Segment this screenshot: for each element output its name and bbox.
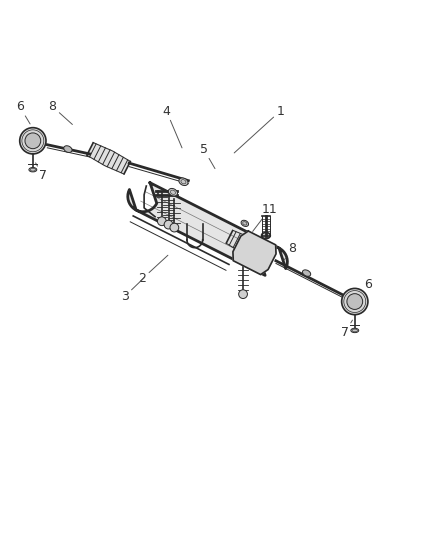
Ellipse shape	[168, 189, 177, 196]
Polygon shape	[226, 230, 276, 265]
Polygon shape	[233, 231, 276, 274]
Ellipse shape	[241, 220, 249, 227]
Circle shape	[164, 220, 173, 229]
Circle shape	[25, 133, 41, 149]
Circle shape	[170, 223, 179, 232]
Circle shape	[20, 128, 46, 154]
Ellipse shape	[261, 232, 270, 239]
Text: 11: 11	[253, 203, 277, 231]
Ellipse shape	[29, 167, 37, 172]
Ellipse shape	[351, 328, 359, 333]
Polygon shape	[128, 183, 287, 276]
Text: 7: 7	[341, 320, 353, 338]
Text: 8: 8	[284, 243, 297, 260]
Circle shape	[342, 288, 368, 314]
Polygon shape	[87, 143, 131, 174]
Text: 6: 6	[16, 100, 30, 124]
Ellipse shape	[64, 146, 72, 152]
Circle shape	[347, 294, 363, 310]
Circle shape	[239, 290, 247, 298]
Circle shape	[158, 217, 166, 225]
Text: 8: 8	[49, 100, 72, 125]
Text: 7: 7	[35, 163, 47, 182]
Text: 3: 3	[121, 277, 145, 303]
Ellipse shape	[303, 270, 311, 276]
Text: 1: 1	[234, 104, 284, 153]
Text: 5: 5	[200, 143, 215, 168]
Ellipse shape	[179, 178, 188, 185]
Text: 2: 2	[138, 255, 168, 285]
Text: 6: 6	[360, 278, 372, 298]
Text: 4: 4	[162, 104, 182, 148]
